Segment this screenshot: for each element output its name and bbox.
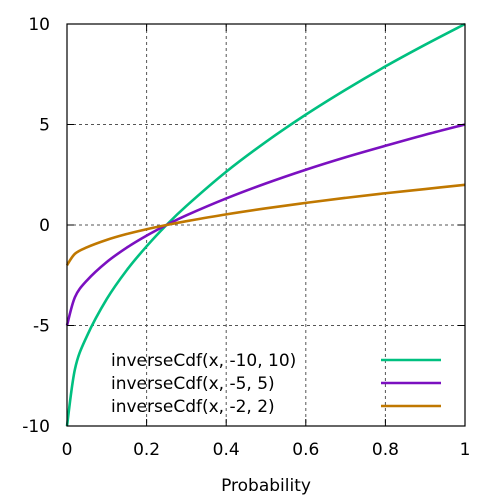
series-line-2 bbox=[65, 183, 466, 266]
x-tick-label: 0.2 bbox=[133, 440, 160, 460]
grid bbox=[67, 24, 465, 426]
y-tick-label: 5 bbox=[39, 116, 50, 136]
series-line-1 bbox=[65, 123, 466, 326]
legend-label-2: inverseCdf(x, -2, 2) bbox=[111, 397, 275, 417]
y-tick-label: 0 bbox=[39, 216, 50, 236]
x-axis-title: Probability bbox=[221, 476, 311, 496]
legend-label-0: inverseCdf(x, -10, 10) bbox=[111, 351, 296, 371]
x-tick-labels: 0 0.2 0.4 0.6 0.8 1 bbox=[62, 440, 471, 460]
series-layer bbox=[65, 22, 466, 427]
x-tick-label: 0.8 bbox=[372, 440, 399, 460]
series-line-0 bbox=[65, 22, 466, 427]
y-tick-labels: -10 -5 0 5 10 bbox=[22, 15, 50, 437]
x-tick-label: 0.6 bbox=[292, 440, 319, 460]
y-tick-label: -5 bbox=[33, 317, 50, 337]
y-tick-label: 10 bbox=[28, 15, 50, 35]
legend-label-1: inverseCdf(x, -5, 5) bbox=[111, 374, 275, 394]
ticks bbox=[66, 23, 466, 427]
x-tick-label: 0 bbox=[62, 440, 73, 460]
x-tick-label: 1 bbox=[460, 440, 471, 460]
y-tick-label: -10 bbox=[22, 417, 50, 437]
x-tick-label: 0.4 bbox=[213, 440, 240, 460]
legend: inverseCdf(x, -10, 10) inverseCdf(x, -5, … bbox=[111, 351, 441, 417]
